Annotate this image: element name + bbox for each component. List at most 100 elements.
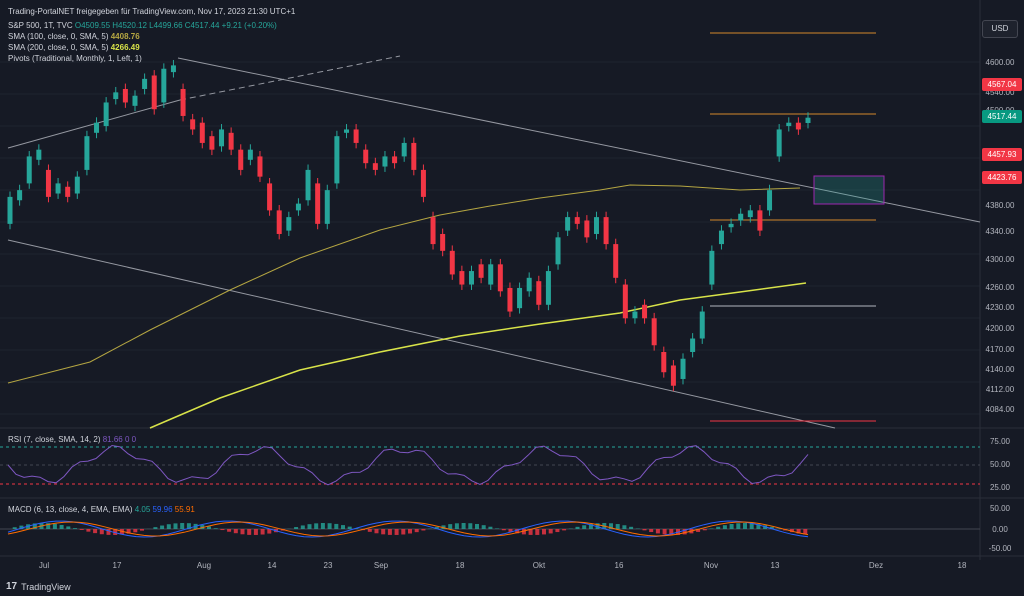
rsi-values: 81.66 0 0 [102,435,137,444]
candle [805,112,811,129]
candle [401,137,407,162]
macd-histogram-bar [682,529,687,535]
candle [353,124,359,149]
candle-body [699,311,705,339]
price-tick-label: 4200.00 [986,324,1015,333]
price-tick-label: 4260.00 [986,283,1015,292]
candle [661,346,667,378]
candle-body [497,264,503,292]
candle-body [238,149,244,170]
macd-histogram-bar [582,525,587,529]
macd-histogram-bar [441,525,446,529]
candle-body [382,156,388,167]
candle-body [661,352,667,373]
sma200-label: SMA (200, close, 0, SMA, 5) [8,43,109,52]
grid-lines [0,61,980,415]
tradingview-brand[interactable]: 17 TradingView [6,581,71,592]
candle-body [584,220,590,238]
macd-histogram-bar [408,529,412,534]
price-tick-label: 4084.00 [986,405,1015,414]
candle-body [718,230,724,245]
ohlc-values: O4509.55 H4520.12 L4499.66 C4517.44 +9.2… [74,21,277,30]
time-tick-label: Aug [197,561,211,570]
macd-histogram-bar [595,523,600,529]
candle [718,225,724,250]
macd-histogram-bar [294,527,299,529]
candle [94,117,100,139]
macd-histogram-bar [789,529,794,533]
macd-histogram-bar [803,529,808,535]
candle [632,306,638,324]
candle-body [430,217,436,245]
macd-histogram-bar [374,529,379,534]
candle [699,306,705,344]
candle-body [267,183,273,211]
macd-histogram-bar [454,523,459,529]
candle-body [738,213,744,221]
candle-body [209,136,215,150]
candle [488,258,494,290]
symbol-legend: S&P 500, 1T, TVC O4509.55 H4520.12 L4499… [8,20,277,31]
candle [55,178,61,199]
candle-body [680,358,686,379]
macd-histogram-bar [200,525,205,529]
macd-histogram-bar [66,526,71,529]
candle-body [795,122,801,130]
macd-histogram-bar [475,523,479,529]
macd-value-1: 4.05 [134,505,151,514]
candle [161,63,167,108]
candle-body [767,190,773,211]
pivots-legend: Pivots (Traditional, Monthly, 1, Left, 1… [8,54,142,63]
candle-body [132,95,138,106]
candle [642,299,648,324]
candle-body [142,78,148,89]
candle [449,245,455,280]
macd-histogram-bar [307,524,312,529]
candle [305,164,311,206]
macd-histogram-bar [320,523,325,529]
macd-histogram-bar [12,527,17,529]
candle [45,164,51,203]
macd-histogram-bar [555,529,560,533]
macd-histogram-bar [521,529,526,535]
macd-histogram-bar [207,526,211,529]
candle-body [151,75,157,110]
rsi-tick-label: 25.00 [990,483,1011,492]
candle [257,151,263,183]
sma100-legend: SMA (100, close, 0, SMA, 5) 4408.76 [8,31,140,42]
candle-body [488,264,494,285]
candle [747,204,753,223]
macd-histogram-bar [461,523,466,529]
candle [593,211,599,240]
macd-histogram-bar [334,523,339,529]
macd-histogram-bar [387,529,392,535]
macd-histogram-bar [133,529,138,533]
candle-body [478,264,484,278]
candle [795,117,801,135]
macd-histogram-bar [468,523,473,529]
candle-body [670,365,676,386]
candle [199,117,205,149]
candle-body [757,210,763,231]
candle-body [536,281,542,305]
currency-button[interactable]: USD [982,20,1018,38]
macd-histogram-bar [769,526,774,529]
macd-histogram-bar [227,529,232,532]
descending-resistance-line [177,57,981,223]
price-tick-label: 4300.00 [986,255,1015,264]
candle-body [45,169,51,197]
macd-histogram-bar [253,529,258,535]
macd-histogram-bar [186,523,191,529]
macd-histogram-bar [642,529,647,531]
gap-zone-box [813,175,885,205]
macd-histogram-bar [327,523,332,529]
macd-histogram-bar [495,528,500,529]
rsi-tick-label: 75.00 [990,437,1011,446]
candle-body [65,186,71,197]
candle [786,117,792,132]
macd-histogram-bar [609,523,613,529]
macd-histogram-bar [347,526,352,529]
candle [497,258,503,297]
candle-body [334,136,340,184]
